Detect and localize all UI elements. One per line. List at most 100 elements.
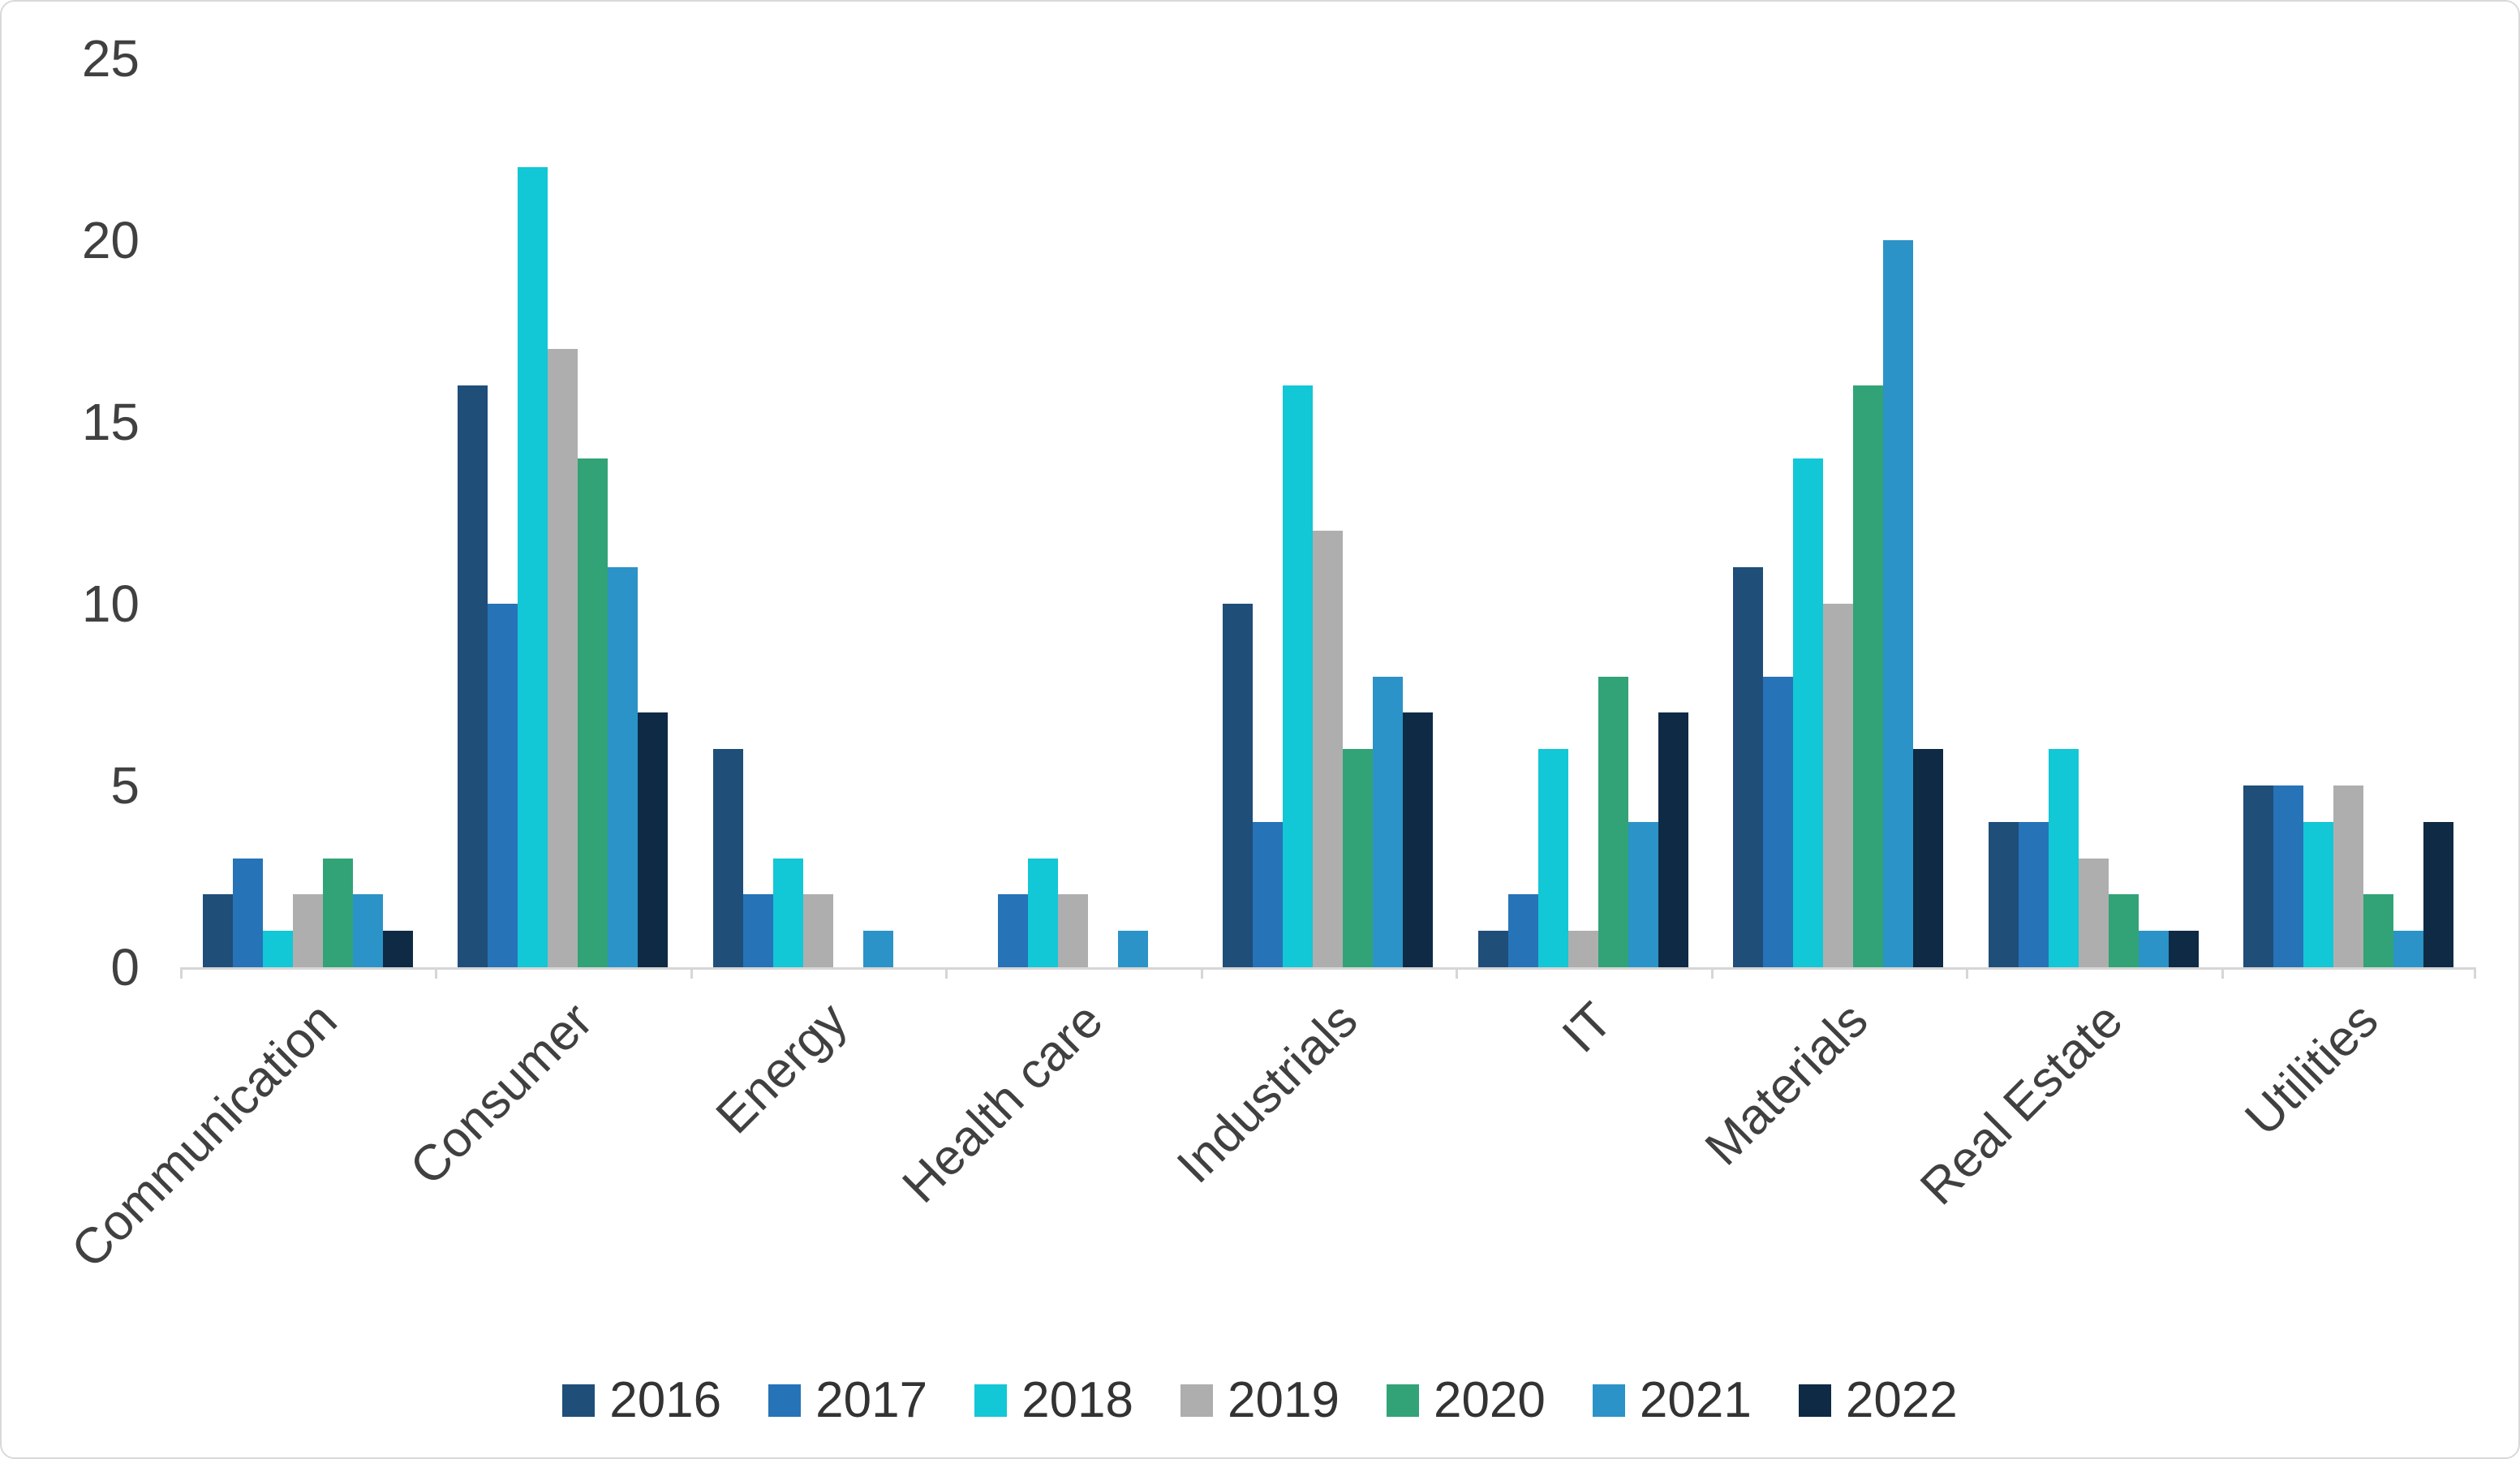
bar-2018-utilities <box>2303 821 2334 967</box>
bar-2019-it <box>1567 931 1598 967</box>
bar-2021-materials <box>1883 240 1914 967</box>
legend-label-2016: 2016 <box>609 1372 722 1428</box>
legend-label-2019: 2019 <box>1228 1372 1340 1428</box>
bar-2022-communication <box>382 931 413 967</box>
bar-2019-communication <box>292 894 323 967</box>
bar-2019-consumer <box>548 349 578 967</box>
bar-2019-industrials <box>1313 531 1344 967</box>
bar-2016-utilities <box>2243 785 2274 967</box>
bar-2021-industrials <box>1373 676 1404 967</box>
plot-area <box>180 58 2476 979</box>
legend-swatch-2022 <box>1798 1384 1831 1417</box>
legend-swatch-2017 <box>768 1384 802 1417</box>
bar-2019-energy <box>802 894 833 967</box>
bar-2016-it <box>1477 931 1508 967</box>
x-axis-tick <box>945 967 948 979</box>
x-axis-tick <box>1710 967 1714 979</box>
legend-item-2021: 2021 <box>1592 1371 1752 1429</box>
legend-swatch-2016 <box>562 1384 596 1417</box>
bar-2021-consumer <box>608 567 639 967</box>
bar-2018-health-care <box>1028 858 1059 967</box>
bar-2019-utilities <box>2333 785 2364 967</box>
bar-2022-materials <box>1913 749 1944 967</box>
bar-2020-materials <box>1853 385 1884 967</box>
x-axis-tick <box>180 967 183 979</box>
bar-group-it <box>1456 58 1710 967</box>
bar-2021-utilities <box>2393 931 2424 967</box>
bar-2021-it <box>1628 821 1658 967</box>
bar-2019-materials <box>1823 604 1854 967</box>
legend-item-2016: 2016 <box>562 1371 721 1429</box>
bar-2017-health-care <box>998 894 1029 967</box>
y-axis-tick-label: 10 <box>81 575 140 633</box>
y-axis-tick-label: 0 <box>110 938 140 996</box>
x-axis-tick <box>2221 967 2224 979</box>
bar-2017-industrials <box>1253 821 1284 967</box>
bar-group-real-estate <box>1966 58 2221 967</box>
bar-2018-energy <box>772 858 803 967</box>
bar-group-communication <box>180 58 435 967</box>
bar-group-energy <box>690 58 945 967</box>
bar-2022-real-estate <box>2168 931 2199 967</box>
legend-label-2021: 2021 <box>1639 1372 1752 1428</box>
legend-item-2019: 2019 <box>1180 1371 1340 1429</box>
legend-item-2022: 2022 <box>1798 1371 1958 1429</box>
legend-item-2020: 2020 <box>1386 1371 1546 1429</box>
bar-2018-materials <box>1793 458 1824 967</box>
bar-2019-real-estate <box>2078 858 2109 967</box>
bar-2016-communication <box>202 894 233 967</box>
x-axis-tick <box>1200 967 1203 979</box>
bar-2020-it <box>1598 676 1628 967</box>
bar-2022-utilities <box>2423 821 2454 967</box>
bar-group-consumer <box>435 58 690 967</box>
x-axis-tick <box>2474 967 2476 979</box>
y-axis: 0 5 10 15 20 25 <box>2 2 140 1457</box>
bar-2020-consumer <box>578 458 608 967</box>
x-axis-tick <box>690 967 693 979</box>
bar-2018-industrials <box>1283 385 1314 967</box>
bar-2017-communication <box>232 858 263 967</box>
bar-2021-communication <box>352 894 383 967</box>
legend-item-2017: 2017 <box>768 1371 927 1429</box>
legend: 2016 2017 2018 2019 2020 2021 2022 <box>2 1371 2518 1429</box>
legend-label-2020: 2020 <box>1433 1372 1546 1428</box>
legend-label-2018: 2018 <box>1021 1372 1134 1428</box>
bar-2016-industrials <box>1223 604 1254 967</box>
y-axis-tick-label: 5 <box>110 756 140 815</box>
bar-2018-consumer <box>518 167 548 967</box>
bar-group-utilities <box>2221 58 2476 967</box>
bar-2016-energy <box>712 749 743 967</box>
bar-2017-utilities <box>2273 785 2304 967</box>
x-axis-tick <box>1966 967 1969 979</box>
legend-swatch-2020 <box>1386 1384 1419 1417</box>
bar-2022-it <box>1658 712 1688 967</box>
legend-label-2017: 2017 <box>815 1372 928 1428</box>
bar-2020-real-estate <box>2108 894 2139 967</box>
y-axis-tick-label: 25 <box>81 29 140 88</box>
bar-2017-it <box>1507 894 1538 967</box>
legend-swatch-2018 <box>974 1384 1008 1417</box>
bar-2020-communication <box>322 858 353 967</box>
bar-2019-health-care <box>1058 894 1089 967</box>
y-axis-tick-label: 20 <box>81 211 140 269</box>
bar-2016-consumer <box>458 385 488 967</box>
bar-2022-industrials <box>1403 712 1434 967</box>
bar-2018-communication <box>262 931 293 967</box>
bar-2018-real-estate <box>2048 749 2079 967</box>
bar-2016-materials <box>1733 567 1764 967</box>
bar-2021-energy <box>862 931 893 967</box>
bar-2017-consumer <box>488 604 518 967</box>
legend-swatch-2019 <box>1180 1384 1214 1417</box>
bar-2016-real-estate <box>1988 821 2019 967</box>
bar-group-industrials <box>1201 58 1456 967</box>
bar-2022-consumer <box>638 712 669 967</box>
bar-group-health-care <box>945 58 1200 967</box>
bar-2018-it <box>1537 749 1568 967</box>
x-axis-tick <box>435 967 438 979</box>
y-axis-tick-label: 15 <box>81 393 140 451</box>
bar-2021-health-care <box>1118 931 1149 967</box>
bar-2020-utilities <box>2363 894 2394 967</box>
bar-group-materials <box>1711 58 1966 967</box>
bar-2020-industrials <box>1343 749 1374 967</box>
